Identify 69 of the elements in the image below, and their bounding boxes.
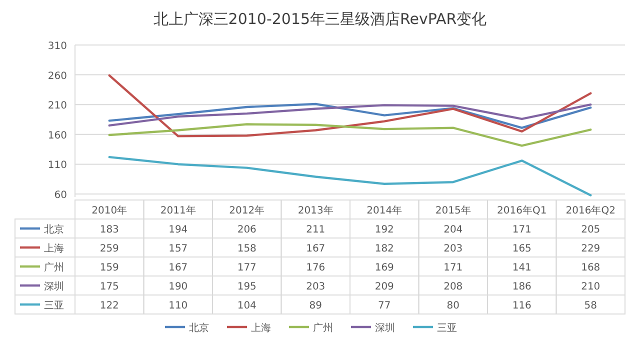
data-label: 195 xyxy=(237,282,256,292)
legend-label: 上海 xyxy=(44,242,64,254)
line-series xyxy=(108,74,592,138)
line-series xyxy=(108,123,592,147)
data-label: 206 xyxy=(237,224,256,236)
data-label: 171 xyxy=(512,224,532,236)
y-tick-label: 260 xyxy=(48,70,67,82)
x-tick-label: 2015年 xyxy=(435,204,471,216)
data-label: 208 xyxy=(444,282,463,292)
data-label: 203 xyxy=(444,244,463,254)
text: 上海 xyxy=(251,323,271,334)
data-label: 110 xyxy=(168,300,188,312)
chart-title: 北上广深三2010-2015年三星级酒店RevPAR变化 xyxy=(153,10,487,28)
data-label: 171 xyxy=(444,262,463,274)
data-label: 122 xyxy=(100,300,119,312)
data-label: 175 xyxy=(100,282,119,292)
data-label: 204 xyxy=(444,224,463,236)
data-label: 169 xyxy=(374,262,394,274)
data-label: 80 xyxy=(446,300,460,312)
legend-label: 深圳 xyxy=(44,280,64,292)
y-tick-label: 310 xyxy=(48,41,67,52)
legend-label: 北京 xyxy=(44,224,64,236)
data-label: 158 xyxy=(237,244,256,254)
data-label: 157 xyxy=(168,244,188,254)
text: 三亚 xyxy=(437,323,457,334)
data-label: 58 xyxy=(584,300,597,312)
data-label: 167 xyxy=(168,262,188,274)
data-label: 203 xyxy=(306,282,326,292)
x-tick-label: 2013年 xyxy=(298,204,334,216)
text: 广州 xyxy=(313,323,333,334)
data-label: 194 xyxy=(168,224,188,236)
data-label: 211 xyxy=(306,224,326,236)
data-label: 190 xyxy=(168,282,188,292)
data-label: 168 xyxy=(581,262,600,274)
data-label: 141 xyxy=(512,262,532,274)
data-label: 165 xyxy=(512,244,532,254)
data-label: 205 xyxy=(581,224,600,236)
data-label: 192 xyxy=(374,224,394,236)
text: 深圳 xyxy=(375,323,395,334)
data-label: 104 xyxy=(237,300,256,312)
text: 北京 xyxy=(189,323,209,334)
data-label: 209 xyxy=(374,282,394,292)
data-label: 183 xyxy=(100,224,119,236)
data-label: 167 xyxy=(306,244,326,254)
line-series xyxy=(108,156,592,196)
x-tick-label: 2010年 xyxy=(92,204,128,216)
data-label: 229 xyxy=(581,244,600,254)
y-tick-label: 110 xyxy=(48,160,67,172)
data-label: 89 xyxy=(309,300,322,312)
x-tick-label: 2016年Q1 xyxy=(497,204,547,216)
value-table: 2010年 2011年 2012年 2013年 2014年 2015年 2016年Q1 2016年Q2 北京 183 194 206 211 192 204 171 205 上海 259 157 158 167 182 203 165 229 广州 159 167 177 176 169 171 141 168 深圳 175 190 195 203 209 208 186 210 三亚 122 110 104 89 77 80 116 58 xyxy=(14,200,626,314)
data-label: 77 xyxy=(378,300,391,312)
y-tick-label: 210 xyxy=(48,100,67,112)
x-tick-label: 2014年 xyxy=(366,204,402,216)
legend-label: 广州 xyxy=(44,262,64,274)
y-tick-label: 60 xyxy=(54,190,67,202)
data-label: 177 xyxy=(237,262,256,274)
data-label: 186 xyxy=(512,282,532,292)
data-label: 210 xyxy=(581,282,600,292)
data-label: 182 xyxy=(374,244,394,254)
x-tick-label: 2011年 xyxy=(160,204,196,216)
x-tick-label: 2012年 xyxy=(229,204,265,216)
x-tick-label: 2016年Q2 xyxy=(566,204,616,216)
y-tick-label: 160 xyxy=(48,130,67,142)
data-label: 259 xyxy=(100,244,119,254)
data-label: 176 xyxy=(306,262,326,274)
data-label: 116 xyxy=(512,300,532,312)
data-label: 159 xyxy=(100,262,119,274)
legend-label: 三亚 xyxy=(44,300,64,312)
